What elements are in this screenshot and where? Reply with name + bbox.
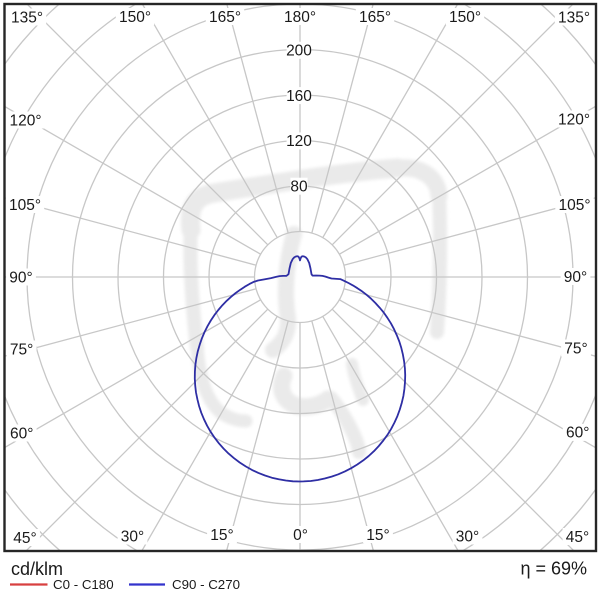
- svg-text:30°: 30°: [456, 528, 479, 545]
- svg-text:200: 200: [286, 43, 312, 60]
- svg-text:150°: 150°: [119, 9, 151, 26]
- svg-text:75°: 75°: [564, 340, 587, 357]
- svg-text:15°: 15°: [210, 527, 233, 544]
- svg-text:15°: 15°: [366, 527, 389, 544]
- svg-text:C90 - C270: C90 - C270: [172, 577, 240, 592]
- svg-text:105°: 105°: [9, 197, 41, 214]
- svg-text:60°: 60°: [566, 425, 589, 442]
- svg-text:150°: 150°: [449, 9, 481, 26]
- svg-text:75°: 75°: [10, 341, 33, 358]
- svg-text:120°: 120°: [9, 112, 41, 129]
- svg-text:105°: 105°: [558, 197, 590, 214]
- svg-text:180°: 180°: [284, 9, 316, 26]
- svg-text:120: 120: [286, 133, 312, 150]
- svg-text:0°: 0°: [293, 527, 308, 544]
- svg-text:135°: 135°: [11, 9, 43, 26]
- svg-text:165°: 165°: [359, 9, 391, 26]
- svg-text:90°: 90°: [564, 269, 587, 286]
- svg-text:C0 - C180: C0 - C180: [53, 577, 114, 592]
- svg-text:160: 160: [286, 88, 312, 105]
- svg-text:η = 69%: η = 69%: [520, 559, 587, 579]
- svg-text:165°: 165°: [209, 9, 241, 26]
- svg-text:cd/klm: cd/klm: [11, 559, 63, 579]
- svg-text:80: 80: [290, 179, 308, 196]
- svg-text:120°: 120°: [558, 111, 590, 128]
- svg-text:45°: 45°: [13, 530, 36, 547]
- svg-text:60°: 60°: [10, 425, 33, 442]
- svg-text:135°: 135°: [558, 9, 590, 26]
- svg-text:30°: 30°: [121, 528, 144, 545]
- svg-text:45°: 45°: [566, 529, 589, 546]
- svg-text:90°: 90°: [9, 269, 32, 286]
